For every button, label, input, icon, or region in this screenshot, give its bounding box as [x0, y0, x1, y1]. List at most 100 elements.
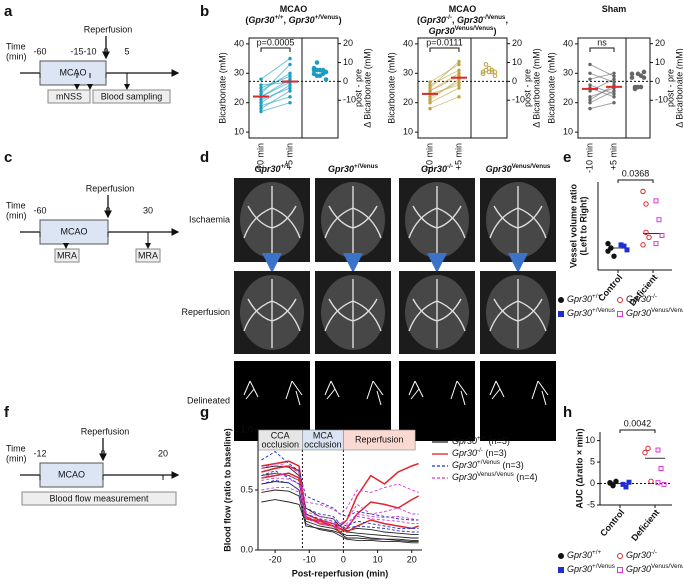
- post-point: [612, 89, 616, 93]
- legend-label: Gpr30-/-: [626, 549, 657, 560]
- point: [643, 201, 649, 207]
- post-point: [288, 71, 292, 75]
- legend-label: Gpr30Venus/Venus: [626, 563, 683, 574]
- y2-label: Δ Bicarbonate (mM): [362, 48, 372, 128]
- vessels: [324, 279, 382, 348]
- panel-label: a: [4, 3, 13, 20]
- post-point: [457, 62, 461, 67]
- chart-title: (Gpr30-/-, Gpr30-/Venus,: [417, 14, 508, 25]
- delta-point: [632, 86, 638, 92]
- point: [640, 242, 646, 248]
- time-unit: (min): [6, 453, 27, 463]
- bracket: [589, 47, 615, 52]
- pre-point: [588, 71, 592, 75]
- bracket: [619, 429, 656, 433]
- text-span: (n=3): [483, 448, 507, 458]
- legend-marker: [617, 311, 623, 317]
- text-span: Gpr30: [289, 15, 315, 25]
- chart-title: Sham: [602, 4, 627, 14]
- superscript: -/-: [446, 14, 452, 21]
- pair-line: [429, 87, 460, 104]
- y-tick-label: 1.0: [240, 424, 253, 434]
- point: [640, 188, 646, 195]
- text-span: Gpr30: [328, 164, 354, 174]
- text-span: Gpr30: [626, 564, 651, 574]
- y2-tick-label: -10: [343, 95, 356, 105]
- text-span: Gpr30: [567, 550, 592, 560]
- delta-point: [641, 75, 647, 80]
- y2-label: post - pre: [522, 69, 532, 107]
- time-unit: (min): [6, 51, 27, 61]
- point: [626, 479, 632, 485]
- pair-line: [429, 96, 460, 110]
- vessels: [489, 186, 547, 256]
- sub-box: [21, 491, 177, 506]
- vessels: [408, 380, 468, 406]
- pair-line: [260, 81, 291, 86]
- pre-point: [428, 101, 432, 105]
- text-span: Gpr30: [452, 436, 477, 446]
- legend-label: Gpr30+/+: [567, 549, 601, 560]
- time-label: Time: [6, 200, 26, 210]
- y-tick-label: 0.5: [240, 484, 253, 494]
- pair-line: [260, 87, 291, 101]
- pair-line: [429, 64, 460, 83]
- text-span: Gpr30: [421, 164, 447, 174]
- delta-point: [629, 71, 635, 77]
- post-point: [288, 77, 292, 81]
- y-tick-label: 30: [234, 68, 244, 78]
- point: [645, 445, 651, 452]
- superscript: +/Venus: [592, 307, 615, 314]
- pre-point: [259, 103, 263, 108]
- sub-box-label: MRA: [57, 250, 77, 260]
- y-tick-label: 0: [590, 478, 595, 488]
- phase-label: Reperfusion: [355, 434, 404, 444]
- pre-point: [428, 95, 432, 99]
- superscript: Venus/Venus: [512, 163, 551, 170]
- trace: [261, 472, 419, 533]
- legend-marker: [558, 311, 564, 317]
- superscript: +/+: [477, 435, 486, 442]
- text-span: Gpr30: [626, 294, 651, 304]
- y-label: Bicarbonate (mM): [386, 52, 396, 124]
- legend-label: Gpr30Venus/Venus (n=4): [452, 471, 538, 482]
- chart-title: MCAO: [280, 4, 308, 14]
- superscript: +/+: [274, 14, 283, 21]
- pre-point: [588, 89, 592, 93]
- legend-marker: [558, 567, 564, 573]
- x-tick-label: -10 min: [424, 143, 434, 173]
- annotation: ns: [597, 37, 607, 47]
- tick-label: -12: [33, 448, 46, 458]
- delta-point: [641, 69, 647, 75]
- text-span: (n=5): [486, 436, 510, 446]
- vessels: [324, 380, 384, 406]
- tick-label: -10: [83, 46, 96, 56]
- y-label: Bicarbonate (mM): [546, 52, 556, 124]
- bracket: [429, 47, 460, 52]
- delta-point: [638, 84, 644, 90]
- superscript: +/+: [280, 163, 289, 170]
- sub-box-label: Blood sampling: [101, 91, 163, 101]
- text-span: Gpr30: [452, 448, 477, 458]
- text-span: (: [245, 15, 248, 25]
- legend-label: Gpr30+/Venus (n=3): [452, 459, 524, 470]
- y-tick-label: 0.0: [240, 544, 253, 554]
- panel-label: c: [4, 149, 12, 166]
- delta-point: [480, 71, 486, 77]
- y2-tick-label: -10: [512, 95, 525, 105]
- legend-label: Gpr30Venus/Venus: [626, 307, 683, 318]
- y2-tick-label: 10: [512, 57, 522, 67]
- post-point: [457, 95, 461, 99]
- superscript: -/Venus: [483, 14, 506, 21]
- y2-label: post - pre: [665, 69, 675, 107]
- pre-point: [259, 98, 263, 102]
- legend-marker: [558, 553, 564, 559]
- point: [653, 241, 659, 247]
- y-tick-label: 10: [234, 126, 244, 136]
- trace: [261, 472, 419, 525]
- x-tick-label: +5 min: [284, 143, 294, 170]
- pre-point: [428, 80, 432, 84]
- y2-tick-label: 20: [512, 38, 522, 48]
- trace: [261, 487, 419, 531]
